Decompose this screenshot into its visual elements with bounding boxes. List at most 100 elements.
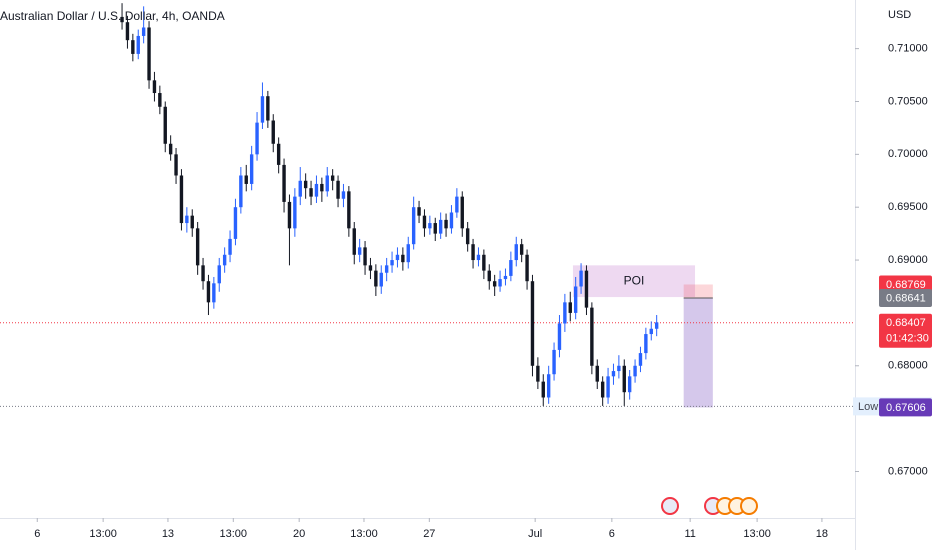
poi-zone bbox=[572, 265, 696, 298]
candle-body bbox=[168, 143, 173, 155]
candle-body bbox=[422, 215, 427, 229]
candle-body bbox=[417, 207, 421, 216]
candle-body bbox=[347, 191, 351, 229]
x-tick-label: 13 bbox=[162, 528, 174, 540]
candle-body bbox=[546, 374, 551, 398]
candle-body bbox=[233, 207, 238, 239]
candle-body bbox=[627, 376, 632, 393]
candle-body bbox=[185, 215, 189, 224]
candle-body bbox=[136, 35, 140, 54]
candle-body bbox=[525, 254, 529, 282]
candle-body bbox=[147, 27, 151, 81]
candle-body bbox=[536, 365, 540, 382]
candle-body bbox=[595, 365, 599, 382]
candle-body bbox=[390, 260, 394, 266]
candle-body bbox=[368, 265, 373, 271]
candle-body bbox=[633, 365, 637, 377]
candle-body bbox=[449, 212, 454, 229]
candle-body bbox=[276, 143, 281, 165]
candle-body bbox=[465, 228, 470, 245]
candle-body bbox=[293, 196, 297, 229]
candle-body bbox=[471, 244, 475, 261]
countdown: 01:42:30 bbox=[886, 333, 929, 345]
stop-zone bbox=[683, 284, 713, 299]
candle-body bbox=[498, 279, 502, 287]
candle-body bbox=[600, 381, 605, 398]
candle-body bbox=[158, 93, 162, 107]
candle-body bbox=[460, 196, 464, 229]
x-tick-label: 11 bbox=[684, 528, 695, 540]
candle-body bbox=[325, 175, 329, 192]
candle-body bbox=[131, 40, 135, 54]
target-zone bbox=[683, 298, 713, 408]
candle-body bbox=[611, 371, 616, 377]
candle-body bbox=[622, 365, 626, 393]
candle-body bbox=[384, 265, 389, 273]
candle-body bbox=[271, 120, 275, 144]
x-tick-label: 13:00 bbox=[220, 528, 248, 540]
candle-body bbox=[320, 183, 324, 192]
candle-body bbox=[163, 106, 167, 144]
candle-body bbox=[649, 328, 653, 335]
x-tick-label: 6 bbox=[609, 528, 615, 540]
candle-body bbox=[287, 201, 292, 229]
entry-tag: 0.68641 bbox=[886, 292, 926, 304]
candle-body bbox=[563, 302, 567, 324]
last-price-tag-bg bbox=[879, 313, 932, 348]
candle-body bbox=[401, 254, 405, 263]
target-tag: 0.67606 bbox=[886, 402, 926, 414]
candle-body bbox=[406, 244, 410, 263]
entry-tag-bg bbox=[879, 289, 932, 308]
candle-body bbox=[244, 175, 248, 184]
candle-body bbox=[314, 183, 319, 197]
x-tick-label: 13:00 bbox=[743, 528, 771, 540]
candle-body bbox=[411, 207, 416, 245]
candle-body bbox=[584, 270, 589, 308]
candle-body bbox=[341, 191, 346, 199]
stop-tag-bg bbox=[879, 275, 932, 294]
candle-body bbox=[125, 22, 130, 41]
y-tick-label: 0.70500 bbox=[888, 95, 928, 107]
candle-body bbox=[152, 80, 157, 94]
target-tag-bg bbox=[879, 398, 932, 417]
candle-body bbox=[179, 175, 184, 224]
candle-body bbox=[298, 180, 302, 197]
candle-body bbox=[433, 223, 437, 234]
candle-body bbox=[568, 302, 572, 313]
candle-body bbox=[514, 244, 518, 261]
candle-body bbox=[260, 96, 265, 123]
candle-body bbox=[352, 228, 356, 255]
candle-body bbox=[638, 353, 643, 366]
candle-body bbox=[509, 260, 513, 276]
candle-body bbox=[239, 175, 243, 208]
candle-body bbox=[579, 270, 583, 287]
candle-body bbox=[330, 175, 335, 181]
candle-body bbox=[552, 349, 556, 375]
candle-body bbox=[654, 322, 659, 329]
candle-body bbox=[503, 275, 508, 280]
x-tick-label: 13:00 bbox=[89, 528, 117, 540]
x-tick-label: 18 bbox=[816, 528, 828, 540]
candle-body bbox=[590, 307, 594, 366]
candle-body bbox=[482, 254, 486, 271]
candle-body bbox=[141, 27, 146, 36]
candle-body bbox=[282, 164, 286, 202]
candle-body bbox=[519, 244, 524, 255]
y-tick-label: 0.67000 bbox=[888, 465, 928, 477]
candle-body bbox=[455, 196, 459, 213]
candle-body bbox=[195, 228, 200, 266]
candle-body bbox=[557, 323, 562, 350]
candle-body bbox=[476, 254, 481, 261]
y-tick-label: 0.68000 bbox=[888, 360, 928, 372]
y-tick-label: 0.69500 bbox=[888, 201, 928, 213]
candle-body bbox=[617, 365, 621, 372]
x-tick-label: 20 bbox=[293, 528, 305, 540]
y-tick-label: 0.70000 bbox=[888, 148, 928, 160]
candle-body bbox=[212, 283, 216, 303]
candle-body bbox=[174, 154, 178, 176]
y-tick-label: 0.69000 bbox=[888, 254, 928, 266]
chart-title: Australian Dollar / U.S. Dollar, 4h, OAN… bbox=[0, 9, 225, 23]
candle-body bbox=[309, 188, 313, 197]
